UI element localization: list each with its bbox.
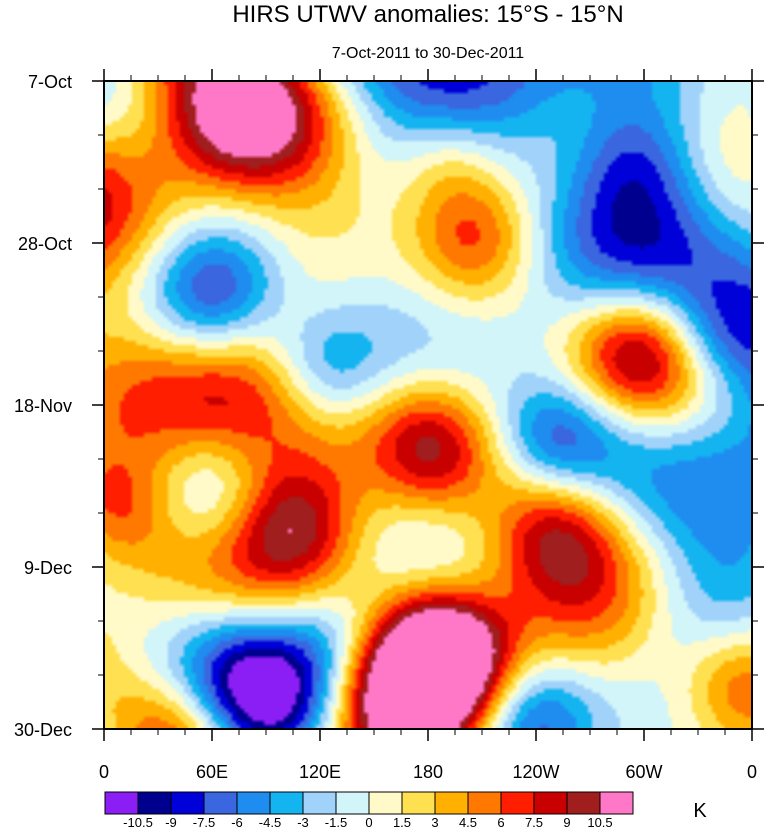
x-axis: 0 60E 120E 180 120W 60W 0 <box>99 69 757 782</box>
chart-subtitle: 7-Oct-2011 to 30-Dec-2011 <box>332 45 525 62</box>
minor-ticks <box>98 75 758 735</box>
colorbar <box>104 791 634 815</box>
y-tick-label: 18-Nov <box>14 396 72 416</box>
colorbar-tick-label: 7.5 <box>525 815 543 830</box>
colorbar-swatch <box>236 791 271 815</box>
x-tick-label: 60E <box>196 762 228 782</box>
x-tick-label: 0 <box>747 762 757 782</box>
colorbar-swatch <box>500 791 535 815</box>
x-tick-label: 120E <box>299 762 341 782</box>
y-tick-label: 7-Oct <box>28 72 72 92</box>
colorbar-tick-label: -3 <box>297 815 309 830</box>
colorbar-tick-label: 6 <box>497 815 504 830</box>
colorbar-tick-label: -6 <box>231 815 243 830</box>
colorbar-tick-label: 10.5 <box>587 815 612 830</box>
x-tick-label: 0 <box>99 762 109 782</box>
colorbar-tick-label: 4.5 <box>459 815 477 830</box>
colorbar-swatch <box>533 791 568 815</box>
colorbar-swatch <box>104 791 139 815</box>
colorbar-swatch <box>368 791 403 815</box>
colorbar-swatch <box>269 791 304 815</box>
colorbar-labels: -10.5 -9 -7.5 -6 -4.5 -3 -1.5 0 1.5 3 4.5 6 7.5 9 10.5 <box>123 815 612 830</box>
colorbar-swatch <box>203 791 238 815</box>
colorbar-unit: K <box>693 800 707 822</box>
colorbar-swatch <box>401 791 436 815</box>
colorbar-tick-label: 9 <box>563 815 570 830</box>
colorbar-tick-label: -10.5 <box>123 815 153 830</box>
x-tick-label: 120W <box>512 762 559 782</box>
colorbar-swatch <box>566 791 601 815</box>
colorbar-tick-label: -7.5 <box>193 815 215 830</box>
heatmap-field <box>104 81 752 729</box>
colorbar-swatch <box>170 791 205 815</box>
colorbar-tick-label: -1.5 <box>325 815 347 830</box>
chart-title: HIRS UTWV anomalies: 15°S - 15°N <box>232 1 623 28</box>
y-axis: 7-Oct 28-Oct 18-Nov 9-Dec 30-Dec <box>14 72 764 740</box>
colorbar-swatch <box>137 791 172 815</box>
y-tick-label: 28-Oct <box>18 234 72 254</box>
colorbar-tick-label: 1.5 <box>393 815 411 830</box>
colorbar-tick-label: -4.5 <box>259 815 281 830</box>
y-tick-label: 9-Dec <box>24 558 72 578</box>
colorbar-swatch <box>434 791 469 815</box>
x-tick-label: 60W <box>625 762 662 782</box>
colorbar-tick-label: 0 <box>365 815 372 830</box>
colorbar-swatch <box>599 791 634 815</box>
colorbar-swatch <box>467 791 502 815</box>
colorbar-tick-label: -9 <box>165 815 177 830</box>
colorbar-swatch <box>302 791 337 815</box>
y-tick-label: 30-Dec <box>14 720 72 740</box>
colorbar-swatch <box>335 791 370 815</box>
heatmap-plot-area <box>104 81 752 729</box>
colorbar-tick-label: 3 <box>431 815 438 830</box>
x-tick-label: 180 <box>413 762 443 782</box>
